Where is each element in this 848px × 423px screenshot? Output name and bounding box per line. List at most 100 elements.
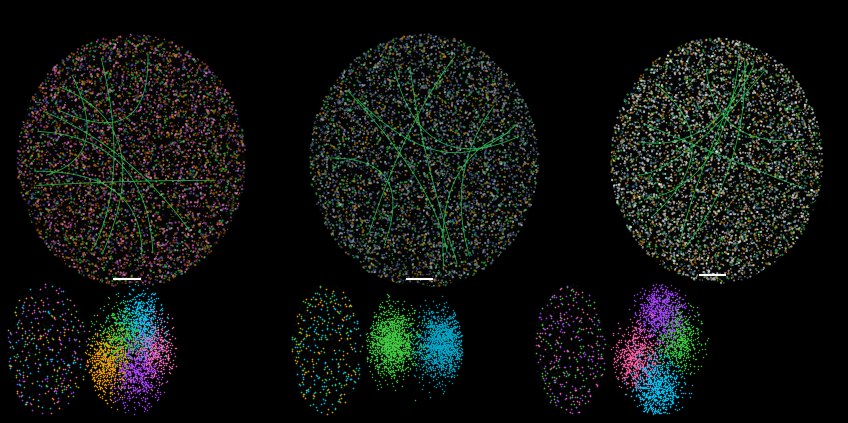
Point (6, 330, 20, 337)
Point (384, 324, 398, 330)
Point (34, 349, 47, 356)
Point (660, 249, 673, 256)
Point (653, 313, 667, 320)
Point (167, 275, 181, 281)
Point (500, 79, 514, 86)
Point (665, 282, 678, 289)
Point (715, 192, 728, 199)
Point (537, 321, 550, 327)
Point (644, 320, 658, 327)
Point (707, 183, 721, 190)
Point (142, 315, 155, 322)
Point (358, 61, 371, 68)
Point (210, 140, 224, 147)
Point (209, 84, 222, 91)
Point (103, 381, 116, 388)
Point (145, 327, 159, 334)
Point (736, 141, 750, 148)
Point (86, 80, 99, 87)
Point (655, 332, 668, 339)
Point (675, 363, 689, 369)
Point (150, 359, 164, 365)
Point (407, 178, 421, 185)
Point (640, 381, 654, 387)
Point (356, 167, 370, 174)
Point (78, 263, 92, 269)
Point (560, 382, 573, 388)
Point (635, 327, 649, 334)
Point (372, 360, 386, 367)
Point (568, 387, 582, 393)
Point (663, 383, 677, 390)
Point (633, 103, 647, 110)
Point (75, 198, 88, 204)
Point (116, 183, 130, 190)
Point (24, 310, 37, 317)
Point (107, 140, 120, 147)
Point (36, 89, 49, 96)
Point (33, 390, 47, 397)
Point (105, 354, 119, 360)
Point (310, 349, 324, 356)
Point (636, 313, 650, 320)
Point (717, 222, 731, 228)
Point (617, 379, 631, 386)
Point (790, 190, 804, 197)
Point (555, 407, 569, 414)
Point (536, 307, 550, 314)
Point (672, 70, 686, 77)
Point (386, 331, 399, 338)
Point (586, 296, 600, 302)
Point (667, 224, 680, 231)
Point (127, 257, 141, 264)
Point (70, 116, 84, 123)
Point (109, 181, 122, 187)
Point (722, 236, 736, 243)
Point (314, 404, 327, 411)
Point (542, 303, 555, 310)
Point (110, 349, 124, 356)
Point (294, 368, 308, 375)
Point (466, 216, 480, 223)
Point (470, 108, 483, 115)
Point (155, 146, 169, 153)
Point (460, 252, 473, 259)
Point (137, 364, 150, 371)
Point (341, 129, 354, 135)
Point (305, 140, 319, 147)
Point (443, 114, 456, 121)
Point (343, 79, 356, 86)
Point (383, 256, 397, 263)
Point (100, 370, 114, 376)
Point (148, 240, 161, 247)
Point (393, 99, 407, 105)
Point (103, 359, 117, 366)
Point (633, 321, 647, 328)
Point (144, 340, 158, 346)
Point (421, 52, 435, 59)
Point (742, 134, 756, 141)
Point (643, 400, 656, 407)
Point (126, 69, 139, 76)
Point (75, 329, 88, 336)
Point (54, 387, 68, 394)
Point (444, 166, 457, 173)
Point (526, 131, 539, 137)
Point (383, 330, 397, 337)
Point (103, 370, 117, 377)
Point (693, 96, 706, 103)
Point (812, 175, 826, 182)
Point (129, 338, 142, 345)
Point (421, 264, 434, 270)
Point (400, 192, 414, 198)
Point (429, 337, 443, 344)
Point (207, 110, 220, 116)
Point (215, 126, 228, 133)
Point (321, 330, 334, 336)
Point (410, 362, 424, 368)
Point (37, 401, 51, 408)
Point (623, 354, 637, 361)
Point (99, 367, 113, 374)
Point (75, 138, 88, 145)
Point (488, 147, 502, 154)
